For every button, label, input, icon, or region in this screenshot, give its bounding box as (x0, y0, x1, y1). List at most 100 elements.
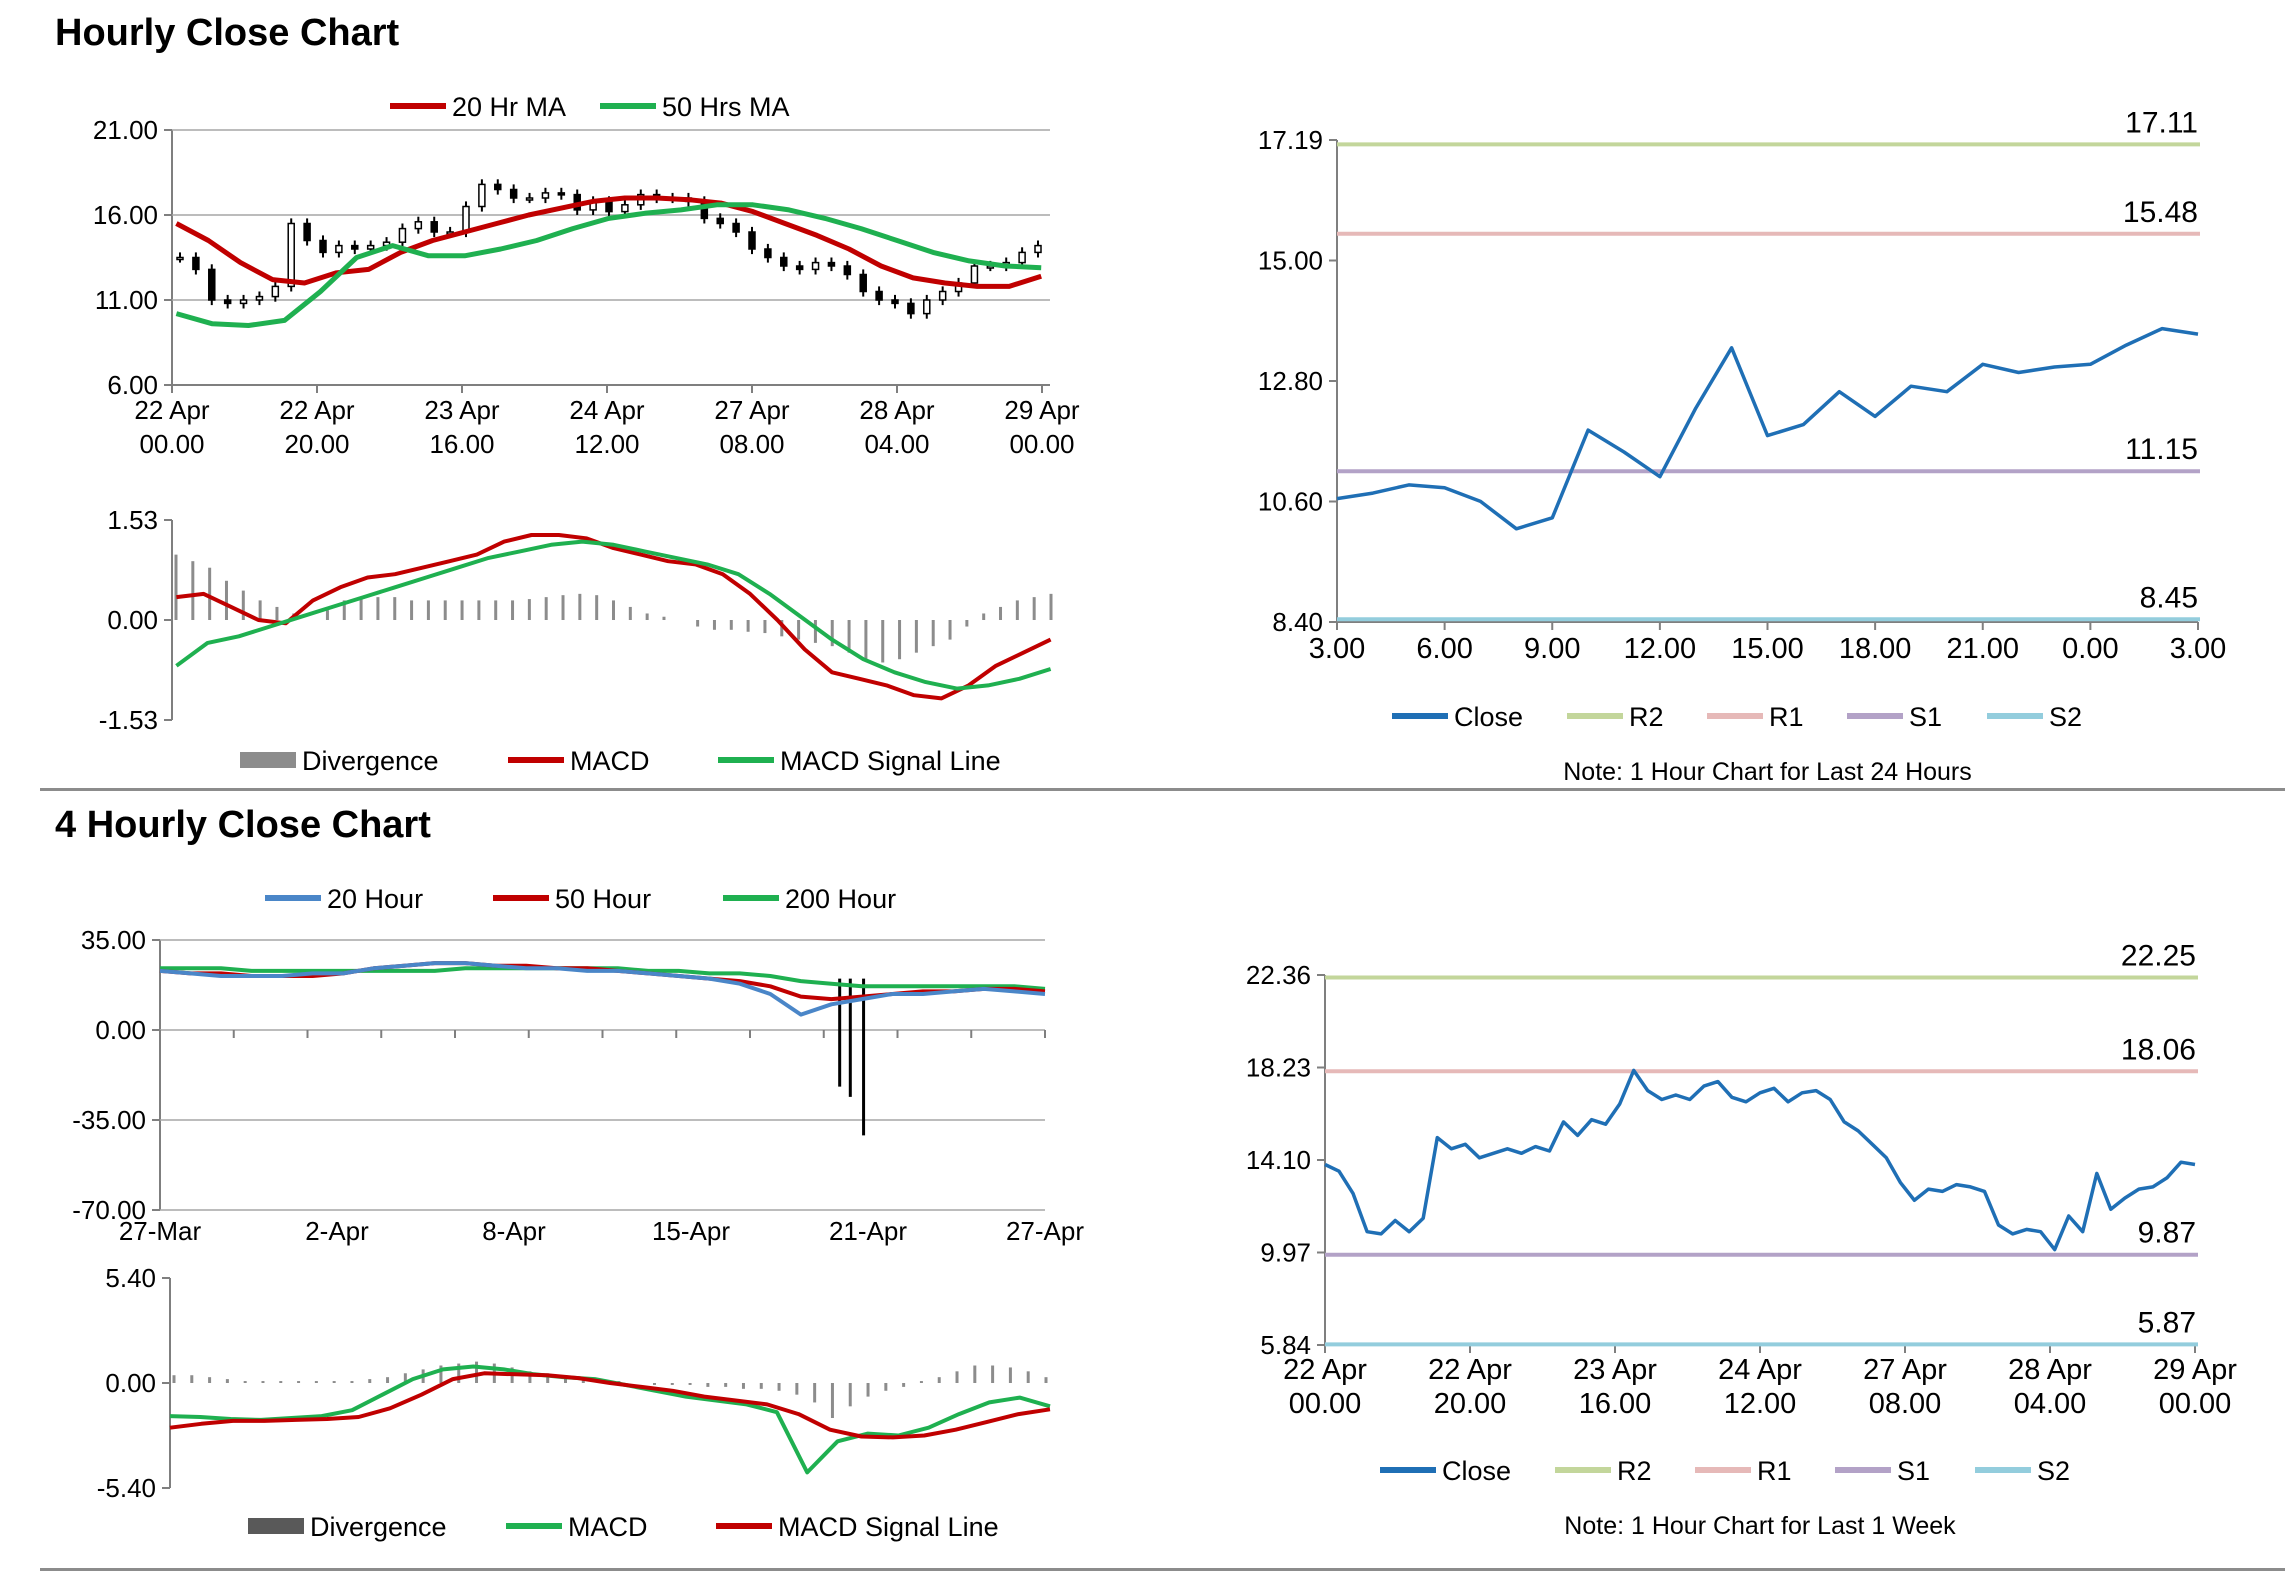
candle-body (398, 227, 407, 243)
x-tick-label: 20.00 (1434, 1388, 1507, 1420)
candle-body (621, 204, 629, 213)
candle-body (414, 221, 423, 230)
x-tick-label: 12.00 (1724, 1388, 1797, 1420)
y-tick-label: 0.00 (95, 1015, 146, 1045)
candle-body (335, 244, 343, 254)
series-line (175, 539, 1052, 691)
legend-label: 50 Hrs MA (662, 92, 790, 122)
x-tick-label: 27 Apr (1863, 1354, 1947, 1386)
close-line (1324, 1068, 2196, 1252)
x-tick-label: 20.00 (284, 429, 349, 459)
candle-body (1034, 244, 1042, 254)
x-tick-label: 15-Apr (652, 1216, 730, 1246)
candle-body (811, 261, 820, 271)
hourly-macd-chart: 1.53 0.00 -1.53 Divergence MACD MACD Signal L… (99, 505, 1053, 776)
y-tick-label: 18.23 (1246, 1053, 1311, 1083)
candle-body (525, 197, 534, 201)
y-tick-label: 11.00 (95, 285, 158, 315)
y-tick-label: -1.53 (99, 705, 158, 735)
y-tick-label: 6.00 (107, 370, 158, 400)
x-tick-label: 23 Apr (424, 395, 500, 425)
level-label: 9.87 (2138, 1217, 2196, 1250)
y-tick-label: 5.40 (105, 1263, 156, 1293)
series-line (169, 1371, 1051, 1440)
x-tick-label: 22 Apr (1428, 1354, 1512, 1386)
y-tick-label: -70.00 (72, 1195, 146, 1225)
candle-body (605, 200, 613, 213)
candle-body (923, 299, 931, 315)
section-divider (40, 788, 2285, 791)
level-label: 11.15 (2125, 433, 2198, 466)
x-tick-label: 12.00 (574, 429, 639, 459)
x-tick-label: 21-Apr (829, 1216, 907, 1246)
chart-note: Note: 1 Hour Chart for Last 24 Hours (1563, 758, 1972, 786)
legend-label: 50 Hour (555, 884, 651, 914)
candle-body (780, 256, 788, 267)
x-tick-label: 08.00 (719, 429, 784, 459)
four-hourly-macd-chart: 5.40 0.00 -5.40 Divergence MACD MACD Signal L… (97, 1263, 1051, 1542)
y-tick-label: -5.40 (97, 1473, 156, 1503)
legend-label: Divergence (302, 746, 439, 776)
four-hourly-section-title: 4 Hourly Close Chart (55, 804, 431, 846)
legend-label: R1 (1757, 1456, 1792, 1486)
y-tick-label: 12.80 (1258, 366, 1323, 396)
x-tick-label: 00.00 (139, 429, 204, 459)
x-tick-label: 27 Apr (714, 395, 790, 425)
legend-label: 20 Hr MA (452, 92, 566, 122)
y-tick-label: 22.36 (1246, 960, 1311, 990)
candle-body (795, 265, 804, 271)
y-tick-label: 8.40 (1272, 607, 1323, 637)
x-tick-label: 28 Apr (2008, 1354, 2092, 1386)
level-label: 18.06 (2121, 1033, 2196, 1066)
legend-swatch (248, 1518, 304, 1534)
candle-body (192, 256, 200, 271)
x-tick-label: 2-Apr (305, 1216, 369, 1246)
hourly-section-title: Hourly Close Chart (55, 12, 400, 54)
level-label: 8.45 (2140, 581, 2198, 614)
legend-label: R1 (1769, 702, 1804, 732)
x-tick-label: 27-Apr (1006, 1216, 1084, 1246)
x-tick-label: 6.00 (1416, 633, 1472, 665)
candle-body (366, 244, 375, 250)
y-tick-label: 0.00 (105, 1368, 156, 1398)
series-line (175, 195, 1042, 289)
x-tick-label: 22 Apr (134, 395, 210, 425)
candle-body (732, 222, 740, 233)
candle-body (748, 231, 756, 250)
x-tick-label: 28 Apr (859, 395, 935, 425)
x-tick-label: 04.00 (864, 429, 929, 459)
y-tick-label: 5.84 (1260, 1330, 1311, 1360)
bottom-divider (40, 1568, 2285, 1571)
candle-body (462, 205, 470, 233)
legend-label: 200 Hour (785, 884, 896, 914)
legend-label: MACD (570, 746, 650, 776)
candle-body (351, 244, 359, 250)
x-tick-label: 15.00 (1731, 633, 1804, 665)
x-tick-label: 22 Apr (1283, 1354, 1367, 1386)
level-label: 22.25 (2121, 939, 2196, 972)
series-line (176, 533, 1052, 701)
x-tick-label: 3.00 (1309, 633, 1365, 665)
legend-swatch (240, 752, 296, 768)
candle-body (938, 290, 947, 301)
y-tick-label: 1.53 (107, 505, 158, 535)
x-tick-label: 22 Apr (279, 395, 355, 425)
legend-label: S1 (1897, 1456, 1930, 1486)
legend-label: S2 (2049, 702, 2082, 732)
y-tick-label: 35.00 (81, 925, 146, 955)
x-tick-label: 08.00 (1869, 1388, 1942, 1420)
candle-body (287, 222, 295, 288)
y-tick-label: 10.60 (1258, 487, 1323, 517)
legend-label: S2 (2037, 1456, 2070, 1486)
x-tick-label: 04.00 (2014, 1388, 2087, 1420)
legend-label: Divergence (310, 1512, 447, 1542)
x-tick-label: 18.00 (1839, 633, 1912, 665)
legend-label: S1 (1909, 702, 1942, 732)
x-tick-label: 16.00 (1579, 1388, 1652, 1420)
candle-body (891, 299, 899, 305)
y-tick-label: 14.10 (1246, 1145, 1311, 1175)
candle-body (970, 265, 979, 284)
legend-label: MACD Signal Line (780, 746, 1001, 776)
